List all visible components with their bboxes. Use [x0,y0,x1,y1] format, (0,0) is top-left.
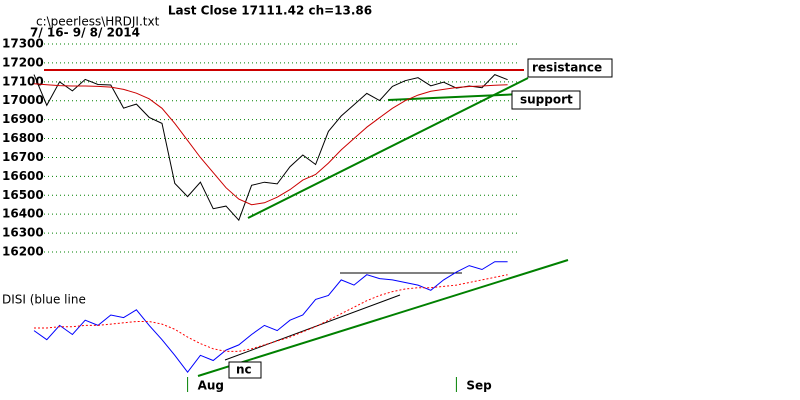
label-box [511,90,581,110]
y-tick-label: 16400 [2,207,44,221]
annotation: support [520,93,573,107]
trend-line [247,77,529,219]
y-tick-label: 16500 [2,188,44,202]
y-tick-label: 16700 [2,150,44,164]
x-tick-label: Aug [198,379,224,393]
data-line [34,274,508,352]
panel-label: DISI (blue line [2,293,86,307]
y-tick-label: 16300 [2,226,44,240]
data-line [33,261,508,374]
y-tick-label: 16800 [2,131,44,145]
y-tick-label: 17200 [2,55,44,69]
y-tick-label: 16900 [2,112,44,126]
y-tick-label: 16600 [2,169,44,183]
y-tick-label: 17000 [2,93,44,107]
chart-title: Last Close 17111.42 ch=13.86 [168,4,372,18]
data-line [33,83,508,206]
y-tick-label: 17100 [2,74,44,88]
annotation: resistance [532,61,602,75]
label-box [228,361,262,379]
y-tick-label: 16200 [2,245,44,259]
support-line [387,93,523,101]
date-range: 7/ 16- 9/ 8/ 2014 [30,26,140,40]
disi-trend-line [197,259,569,377]
label-box [527,58,613,78]
x-tick-label: Sep [466,379,492,393]
annotation: nc [236,363,252,377]
data-line [33,74,508,222]
file-name: c:\peerless\HRDJI.txt [36,15,160,29]
y-tick-label: 17300 [2,37,44,51]
